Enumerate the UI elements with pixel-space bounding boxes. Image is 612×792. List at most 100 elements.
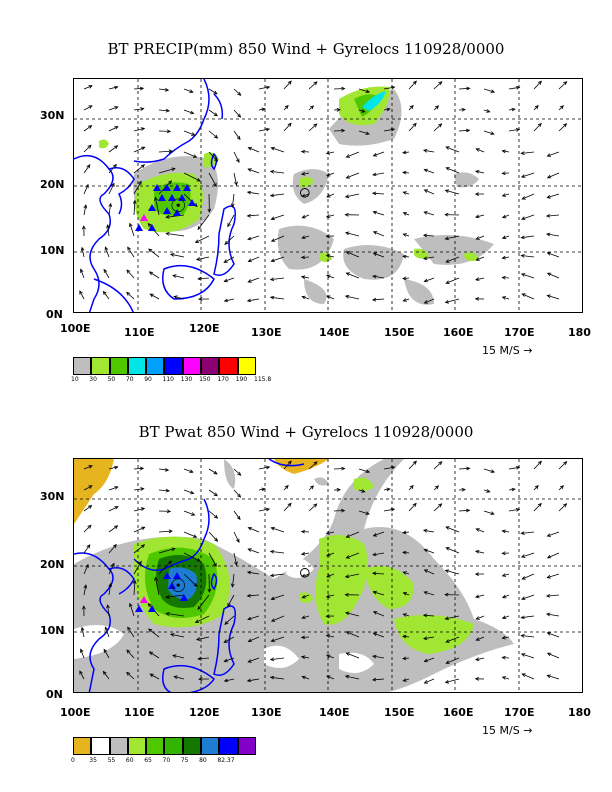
wind-arrow [445,146,460,153]
wind-arrow [247,191,260,195]
wind-arrow [247,235,260,240]
wind-arrow [233,531,240,543]
wind-arrow [301,552,310,555]
wind-arrow [402,277,410,280]
wind-arrowhead [168,560,173,565]
wind-arrowhead [537,80,542,85]
wind-arrow [247,594,260,597]
wind-arrowhead [247,258,252,262]
wind-arrowhead [270,596,275,601]
wind-arrowhead [247,548,252,552]
wind-arrow [346,531,360,538]
wind-arrowhead [361,109,366,113]
wind-arrow [522,293,535,300]
wind-arrowhead [326,172,331,177]
wind-arrowhead [546,153,551,157]
wind-arrowhead [164,467,170,472]
lon-label-150e-1: 150E [384,326,415,339]
wind-arrowhead [344,592,349,597]
wind-arrowhead [169,633,175,637]
wind-arrow [83,505,92,512]
wind-arrowhead [461,487,466,492]
wind-arrow [183,468,194,473]
wind-arrowhead [127,626,131,631]
wind-arrow [208,88,218,95]
wind-arrow [445,526,460,533]
wind-arrowhead [246,190,252,195]
wind-arrow [358,489,365,493]
wind-arrow [83,485,93,491]
wind-arrowhead [559,485,564,490]
wind-arrow [108,164,117,174]
wind-arrow [521,151,535,154]
wind-arrowhead [402,613,407,617]
wind-arrow [522,573,535,580]
wind-arrowhead [83,204,88,209]
grid-2 [74,459,582,692]
wind-arrowhead [214,134,219,139]
wind-arrow [271,256,285,262]
wind-arrowhead [223,278,228,283]
wind-arrowhead [402,150,407,155]
wind-arrow [445,570,460,575]
colorbar-label: 110 [162,376,174,383]
wind-arrowhead [534,105,539,110]
wind-arrow [283,105,289,111]
wind-arrowhead [474,550,480,554]
wind-arrow [547,531,560,537]
wind-arrowhead [237,471,242,476]
wind-arrowhead [269,549,275,554]
wind-arrowhead [106,604,110,609]
wind-arrowhead [345,534,350,538]
wind-arrow [224,235,235,245]
wind-arrow [547,573,560,578]
colorbar-swatch [237,737,256,755]
wind-arrow [301,256,310,258]
wind-arrowhead [141,146,146,151]
wind-arrowhead [444,299,450,304]
wind-arrow [126,292,135,300]
colorbar-swatch [127,737,147,755]
wind-arrow [372,678,385,681]
wind-arrow [433,485,439,491]
wind-arrow [547,652,560,659]
wind-arrow [248,256,260,262]
wind-arrow [208,130,218,139]
wind-arrowhead [80,246,85,252]
wind-arrowhead [474,170,480,174]
wind-arrowhead [114,486,119,490]
wind-arrow [183,109,194,114]
wind-arrowhead [444,212,449,217]
wind-arrow [83,564,89,575]
wind-arrow [502,676,510,680]
wind-arrowhead [325,594,331,598]
wind-arrow [403,298,410,302]
wind-arrowhead [189,89,194,93]
wind-arrowhead [287,122,292,127]
wind-arrow [224,256,235,263]
wind-arrow [271,527,285,533]
wind-arrowhead [171,167,176,172]
colorbar-label: 75 [180,757,189,764]
wind-arrow [208,172,217,187]
wind-arrowhead [246,570,252,575]
wind-arrow [372,275,385,279]
wind-arrowhead [520,615,525,620]
wind-arrow [83,105,93,111]
wind-arrowhead [465,128,471,133]
wind-arrowhead [423,278,428,283]
wind-arrowhead [371,191,377,196]
wind-arrowhead [501,594,507,599]
wind-arrowhead [344,674,350,679]
wind-arrow [326,255,335,258]
wind-arrowhead [520,634,525,638]
wind-arrowhead [313,81,318,86]
map-panel-1: ☉ ○ [73,78,583,313]
wind-arrow [408,123,417,132]
wind-arrowhead [269,193,275,198]
wind-arrow [247,298,260,302]
wind-arrowhead [412,460,417,465]
lon-label-150e-2: 150E [384,706,415,719]
lat-label-10n-1: 10N [40,244,65,257]
wind-arrow [308,105,314,111]
